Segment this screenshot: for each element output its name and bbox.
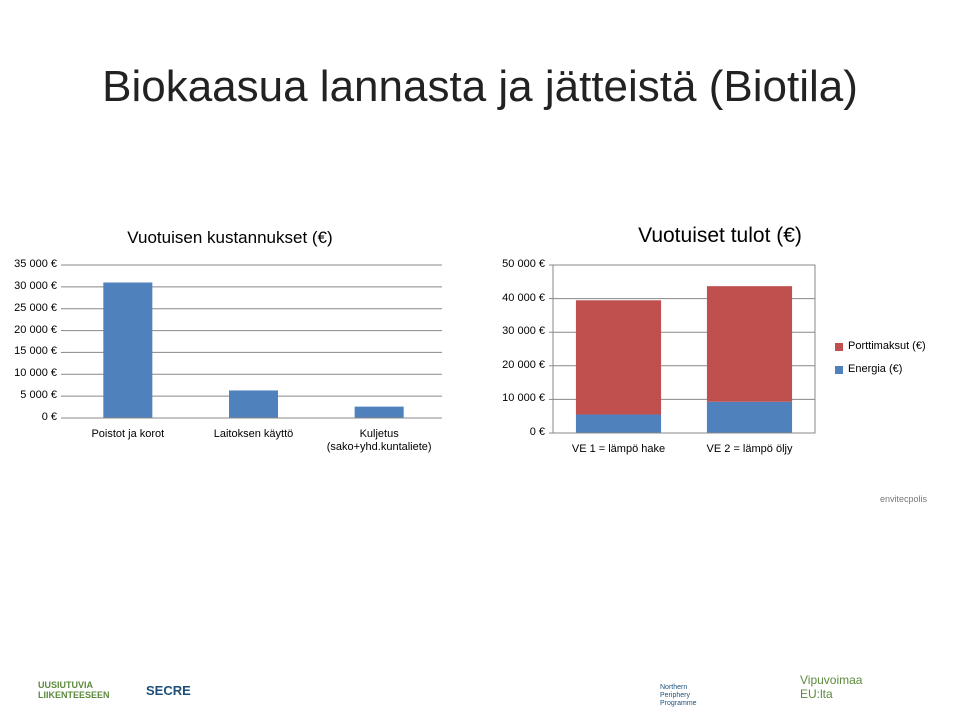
y-tick-label: 25 000 € xyxy=(14,301,57,314)
y-tick-label: 0 € xyxy=(529,426,545,438)
x-tick-label: Poistot ja korot xyxy=(91,428,165,440)
legend-label: Porttimaksut (€) xyxy=(848,340,926,352)
y-tick-label: 10 000 € xyxy=(502,392,545,405)
y-tick-label: 50 000 € xyxy=(502,258,545,270)
y-tick-label: 15 000 € xyxy=(14,345,57,358)
logo: UUSIUTUVIA LIIKENTEESEEN xyxy=(38,680,110,701)
bar-segment xyxy=(575,414,662,433)
bar xyxy=(228,390,279,418)
bar-segment xyxy=(575,300,662,415)
legend-label: Energia (€) xyxy=(848,363,903,375)
y-tick-label: 20 000 € xyxy=(502,358,545,371)
y-tick-label: 0 € xyxy=(41,411,57,423)
x-tick-label: Kuljetus (sako+yhd.kuntaliete) xyxy=(326,428,432,453)
y-tick-label: 40 000 € xyxy=(502,291,545,304)
bar-segment xyxy=(706,286,793,402)
y-tick-label: 20 000 € xyxy=(14,323,57,336)
chart-title: Vuotuiset tulot (€) xyxy=(638,224,802,247)
logo: SECRE xyxy=(146,683,191,698)
bar xyxy=(103,282,153,418)
y-tick-label: 30 000 € xyxy=(502,325,545,338)
y-tick-label: 30 000 € xyxy=(14,279,57,292)
y-tick-label: 5 000 € xyxy=(20,389,57,402)
x-tick-label: Laitoksen käyttö xyxy=(213,428,294,440)
logo: envitecpolis xyxy=(880,494,928,504)
logo: Vipuvoimaa EU:lta xyxy=(800,673,863,701)
legend-swatch xyxy=(835,366,843,374)
bar xyxy=(354,406,404,418)
bar-segment xyxy=(706,401,793,433)
legend-swatch xyxy=(835,343,843,351)
chart-title: Vuotuisen kustannukset (€) xyxy=(127,228,333,247)
logo: Northern Periphery Programme xyxy=(660,684,697,708)
slide-title: Biokaasua lannasta ja jätteistä (Biotila… xyxy=(102,62,858,111)
y-tick-label: 35 000 € xyxy=(14,258,57,270)
y-tick-label: 10 000 € xyxy=(14,367,57,380)
x-tick-label: VE 2 = lämpö öljy xyxy=(706,443,793,455)
x-tick-label: VE 1 = lämpö hake xyxy=(571,443,666,455)
